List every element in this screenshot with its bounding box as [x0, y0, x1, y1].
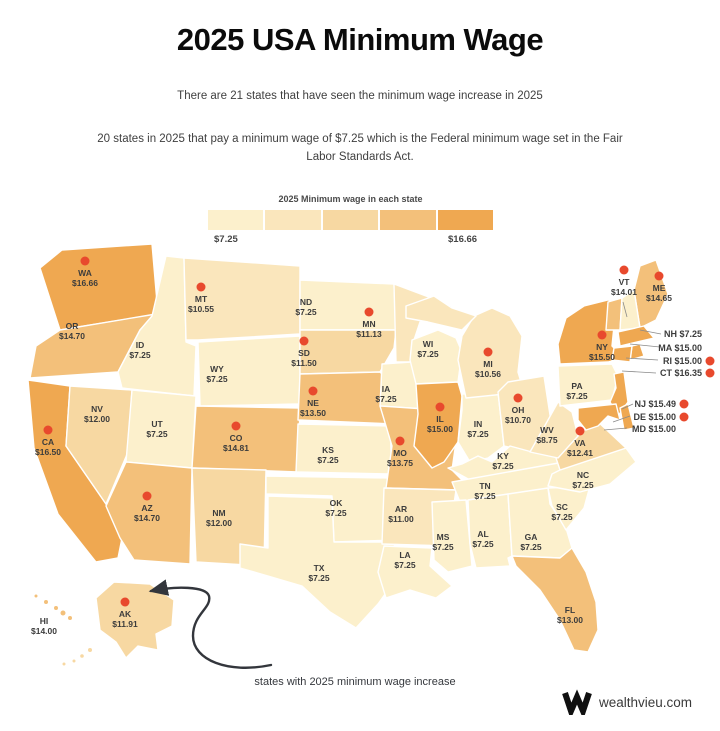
state-shape-CT	[611, 345, 633, 363]
island-HI	[54, 606, 58, 610]
legend-swatch-2	[265, 210, 321, 230]
callout-leader-line	[622, 301, 628, 318]
subtitle-increase-count: There are 21 states that have seen the m…	[177, 90, 543, 102]
state-shape-AL	[467, 493, 513, 569]
island-AK	[62, 662, 66, 666]
island-AK	[88, 648, 92, 652]
legend: 2025 Minimum wage in each state $7.25 $1…	[208, 194, 494, 245]
state-shape-NE	[297, 371, 395, 425]
brand-footer: wealthvieu.com	[562, 689, 692, 715]
increase-annotation: states with 2025 minimum wage increase	[254, 676, 456, 688]
state-shape-WA	[39, 243, 159, 331]
island-HI	[34, 594, 38, 598]
island-HI	[68, 616, 72, 620]
state-shape-ID	[117, 255, 197, 397]
wealthvieu-logo-icon	[562, 689, 592, 715]
island-AK	[72, 659, 76, 663]
state-shape-KS	[295, 423, 393, 475]
legend-swatch-4	[380, 210, 436, 230]
legend-swatch-3	[322, 210, 379, 230]
state-shape-LA	[377, 545, 453, 599]
island-AK	[80, 654, 84, 658]
island-HI	[44, 600, 48, 604]
island-HI	[60, 610, 66, 616]
legend-swatch-1	[208, 210, 264, 230]
callout-leader-line	[621, 403, 634, 410]
callout-leader-line	[629, 343, 661, 348]
state-shape-MD	[577, 403, 621, 431]
annotation-arrow	[148, 579, 273, 669]
page-title: 2025 USA Minimum Wage	[176, 22, 544, 57]
callout-leader-line	[639, 329, 662, 335]
state-shape-WI	[409, 329, 463, 385]
state-shape-FL	[511, 547, 599, 653]
state-shape-MI	[405, 295, 477, 331]
legend-min-label: $7.25	[214, 234, 238, 245]
legend-color-scale	[208, 210, 494, 230]
legend-max-label: $16.66	[448, 234, 478, 245]
callout-leader-line	[603, 427, 628, 431]
state-shape-NV	[65, 385, 133, 505]
callout-leader-line	[625, 357, 659, 361]
callout-leader-line	[612, 415, 631, 423]
state-shape-UT	[125, 389, 197, 469]
state-shape-IN	[457, 391, 505, 463]
state-shape-PA	[557, 363, 619, 407]
state-shape-ME	[633, 259, 669, 329]
legend-title: 2025 Minimum wage in each state	[278, 194, 423, 204]
brand-name: wealthvieu.com	[598, 694, 692, 710]
state-shape-ND	[299, 279, 397, 331]
legend-swatch-5	[437, 210, 494, 230]
state-shape-AK	[95, 581, 175, 659]
state-shape-CO	[191, 405, 301, 473]
subtitle-federal-wage: 20 states in 2025 that pay a minimum wag…	[97, 133, 623, 163]
state-shape-WY	[197, 335, 301, 407]
state-shape-WV	[529, 401, 579, 459]
state-shape-IL	[413, 381, 463, 469]
state-shape-SD	[299, 329, 397, 375]
state-shape-MT	[183, 257, 301, 341]
state-shape-MS	[431, 499, 473, 573]
callout-leader-line	[621, 370, 657, 374]
state-shape-TX	[239, 495, 399, 629]
